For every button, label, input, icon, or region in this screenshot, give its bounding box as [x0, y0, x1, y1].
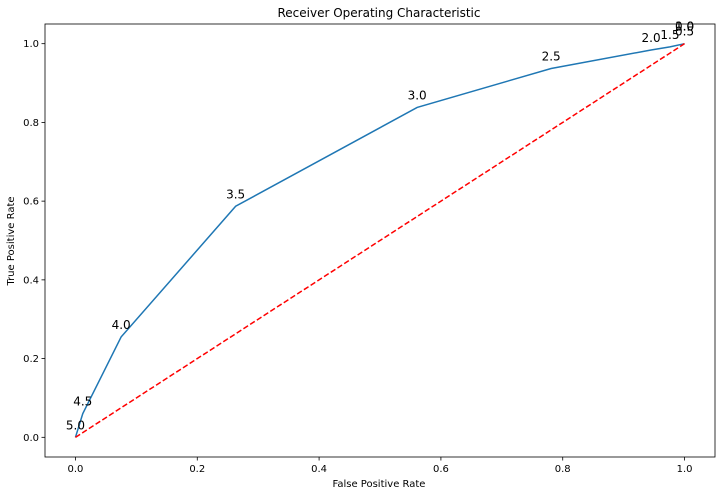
plot-area: 5.0 4.5 4.0 3.5 3.0 2.5 2.0 1.51.00.50.0: [66, 20, 694, 438]
y-tick-label: 0.0: [23, 433, 39, 444]
x-tick-label: 0.0: [68, 464, 84, 475]
x-tick-label: 0.6: [433, 464, 449, 475]
y-tick-label: 0.8: [23, 118, 39, 129]
threshold-label: 3.0: [408, 88, 427, 102]
roc-curve-line: [74, 42, 685, 438]
threshold-label: 4.0: [112, 318, 131, 332]
threshold-label: 1.5: [660, 28, 679, 42]
diagonal-reference-line: [75, 43, 685, 438]
threshold-label: 2.0: [642, 31, 661, 45]
threshold-label: 5.0: [66, 418, 85, 432]
y-tick-label: 0.2: [23, 354, 39, 365]
y-tick-label: 0.4: [23, 275, 39, 286]
x-axis-label: False Positive Rate: [333, 479, 426, 490]
y-axis-label: True Positive Rate: [6, 196, 17, 286]
axes: 0.0 0.2 0.4 0.6 0.8 1.00.00.20.40.60.81.0: [23, 23, 716, 475]
x-tick-label: 1.0: [677, 464, 693, 475]
y-tick-label: 0.6: [23, 197, 39, 208]
x-tick-label: 0.4: [311, 464, 327, 475]
threshold-label: 3.5: [226, 187, 245, 201]
threshold-label: 2.5: [542, 49, 561, 63]
threshold-label: 0.5: [675, 25, 694, 39]
y-tick-label: 1.0: [23, 39, 39, 50]
threshold-label: 4.5: [73, 395, 92, 409]
chart-title: Receiver Operating Characteristic: [277, 6, 480, 20]
plot-frame: [44, 23, 716, 458]
threshold-label: 0.0: [675, 20, 694, 34]
x-tick-label: 0.8: [555, 464, 571, 475]
x-tick-label: 0.2: [189, 464, 205, 475]
threshold-label: 1.0: [675, 20, 694, 34]
